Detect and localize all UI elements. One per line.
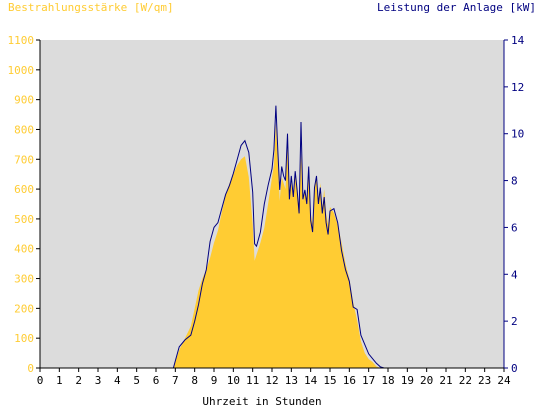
left-axis-title: Bestrahlungsstärke [W/qm] xyxy=(8,1,174,14)
left-tick-label: 1000 xyxy=(8,64,35,77)
left-tick-label: 700 xyxy=(14,153,34,166)
left-tick-label: 1100 xyxy=(8,34,35,47)
x-tick-label: 1 xyxy=(56,374,63,387)
x-tick-label: 13 xyxy=(285,374,298,387)
right-tick-label: 4 xyxy=(511,268,518,281)
x-tick-label: 7 xyxy=(172,374,179,387)
x-axis-title: Uhrzeit in Stunden xyxy=(202,395,321,408)
irradiance-area xyxy=(40,123,504,368)
power-line xyxy=(40,105,504,369)
x-tick-label: 10 xyxy=(227,374,240,387)
left-tick-label: 100 xyxy=(14,332,34,345)
left-tick-label: 600 xyxy=(14,183,34,196)
right-tick-label: 10 xyxy=(511,128,524,141)
right-tick-label: 2 xyxy=(511,315,518,328)
x-tick-label: 20 xyxy=(420,374,433,387)
x-tick-label: 12 xyxy=(265,374,278,387)
x-tick-label: 14 xyxy=(304,374,318,387)
x-tick-label: 18 xyxy=(381,374,394,387)
x-tick-label: 9 xyxy=(211,374,218,387)
series-layer xyxy=(40,105,504,369)
left-tick-label: 900 xyxy=(14,94,34,107)
x-tick-label: 11 xyxy=(246,374,259,387)
x-tick-label: 0 xyxy=(37,374,44,387)
right-axis-title: Leistung der Anlage [kW] xyxy=(377,1,536,14)
axes-layer: 0 1 2 3 4 5 6 7 8 9 10 11 12 13 14 15 16 17 18 19 20 21 22 23 24… xyxy=(8,34,525,387)
right-tick-label: 8 xyxy=(511,175,518,188)
x-tick-label: 5 xyxy=(133,374,140,387)
x-tick-label: 16 xyxy=(343,374,356,387)
left-tick-label: 200 xyxy=(14,302,34,315)
x-tick-label: 24 xyxy=(497,374,511,387)
x-tick-label: 15 xyxy=(323,374,336,387)
x-tick-label: 19 xyxy=(401,374,414,387)
x-tick-label: 17 xyxy=(362,374,375,387)
right-tick-label: 0 xyxy=(511,362,518,375)
right-tick-label: 14 xyxy=(511,34,525,47)
left-tick-label: 500 xyxy=(14,213,34,226)
x-tick-label: 21 xyxy=(439,374,452,387)
x-tick-label: 4 xyxy=(114,374,121,387)
left-tick-label: 300 xyxy=(14,273,34,286)
right-tick-label: 12 xyxy=(511,81,524,94)
x-tick-label: 6 xyxy=(153,374,160,387)
x-tick-label: 22 xyxy=(459,374,472,387)
right-tick-label: 6 xyxy=(511,221,518,234)
x-tick-label: 8 xyxy=(191,374,198,387)
x-tick-label: 3 xyxy=(95,374,102,387)
left-tick-label: 800 xyxy=(14,123,34,136)
x-tick-label: 23 xyxy=(478,374,491,387)
left-tick-label: 400 xyxy=(14,243,34,256)
x-tick-label: 2 xyxy=(75,374,82,387)
left-tick-label: 0 xyxy=(27,362,34,375)
